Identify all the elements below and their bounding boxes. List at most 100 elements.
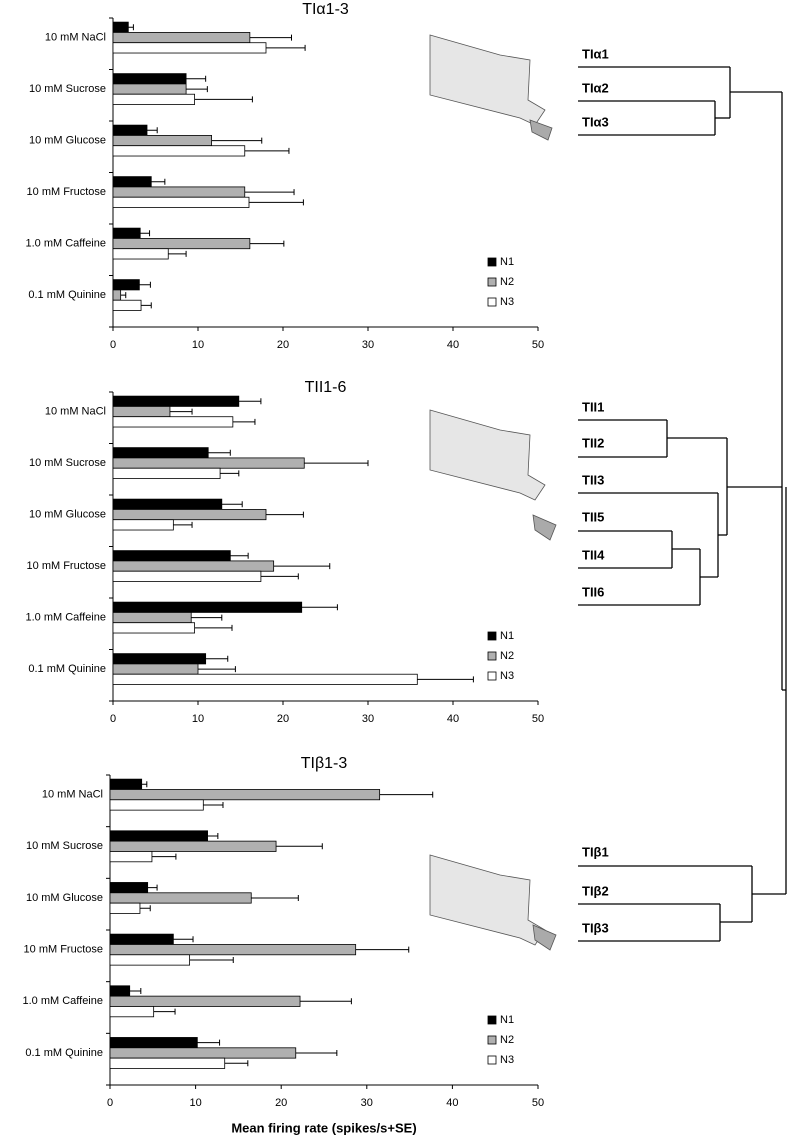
y-tick-label: 10 mM Fructose — [24, 944, 103, 956]
bar — [109, 799, 204, 811]
leaf-label: TIα1 — [582, 46, 609, 61]
legend-label: N2 — [500, 1034, 514, 1046]
bar — [109, 882, 149, 894]
leaf-label: TII6 — [582, 584, 604, 599]
error-bar — [221, 501, 243, 508]
chart-title: TII1-6 — [305, 379, 347, 396]
bar — [112, 73, 187, 85]
error-bar — [151, 853, 177, 860]
sensillum-drawing — [532, 514, 557, 541]
sensillum-drawing — [429, 409, 546, 501]
error-bar — [211, 137, 263, 144]
error-bar — [260, 573, 299, 580]
leaf-label: TIα2 — [582, 80, 609, 95]
bar — [112, 498, 223, 510]
y-tick-label: 1.0 mM Caffeine — [25, 237, 106, 249]
bar — [112, 570, 262, 582]
error-bar — [141, 781, 148, 788]
leaf-label: TII1 — [582, 399, 604, 414]
y-tick-label: 0.1 mM Quinine — [28, 289, 106, 301]
legend-label: N1 — [500, 256, 514, 268]
bar — [109, 995, 301, 1007]
x-tick-label: 0 — [107, 1097, 113, 1109]
sensillum-drawing — [529, 119, 553, 141]
bar — [112, 601, 303, 613]
error-bar — [295, 1049, 338, 1056]
y-tick-label: 10 mM Glucose — [29, 134, 106, 146]
sensillum-drawing — [429, 854, 546, 946]
x-tick-label: 0 — [110, 713, 116, 725]
bar — [109, 789, 381, 801]
bar — [112, 176, 152, 188]
chart-title: TIα1-3 — [302, 1, 349, 18]
y-tick-label: 1.0 mM Caffeine — [25, 611, 106, 623]
error-bar — [173, 521, 193, 528]
leaf-label: TIβ1 — [582, 844, 609, 859]
error-bar — [238, 398, 262, 405]
bar — [112, 135, 212, 147]
y-tick-label: 10 mM Sucrose — [29, 83, 106, 95]
bar — [112, 42, 267, 54]
bar — [112, 406, 171, 418]
error-bar — [220, 470, 240, 477]
y-tick-label: 0.1 mM Quinine — [28, 663, 106, 675]
legend-label: N3 — [500, 296, 514, 308]
leaf-label: TII5 — [582, 509, 604, 524]
bar — [112, 550, 231, 562]
leaf-label: TII3 — [582, 472, 604, 487]
leaf-label: TIβ3 — [582, 920, 609, 935]
bar — [112, 289, 122, 301]
error-bar — [129, 987, 142, 994]
bar — [109, 933, 174, 945]
x-tick-label: 30 — [362, 713, 374, 725]
sensillum-drawing — [532, 924, 557, 951]
error-bar — [151, 178, 166, 185]
legend-swatch — [487, 671, 497, 681]
x-tick-label: 20 — [277, 713, 289, 725]
error-bar — [139, 905, 151, 912]
error-bar — [304, 460, 369, 467]
x-tick-label: 10 — [192, 339, 204, 351]
error-bar — [139, 281, 151, 288]
legend-swatch — [487, 297, 497, 307]
error-bar — [173, 936, 194, 943]
dendrogram — [578, 66, 787, 942]
bar — [112, 227, 141, 239]
bar — [109, 778, 143, 790]
x-tick-label: 10 — [192, 713, 204, 725]
legend-label: N1 — [500, 1014, 514, 1026]
y-tick-label: 10 mM Sucrose — [29, 457, 106, 469]
bar — [112, 673, 418, 685]
bar — [112, 32, 251, 44]
bar — [112, 124, 148, 136]
error-bar — [355, 946, 410, 953]
x-tick-label: 50 — [532, 339, 544, 351]
bar — [109, 985, 131, 997]
bar — [112, 196, 250, 208]
legend-swatch — [487, 257, 497, 267]
bar — [112, 663, 199, 675]
error-bar — [251, 894, 299, 901]
bar — [112, 21, 129, 33]
x-axis-label: Mean firing rate (spikes/s+SE) — [231, 1120, 416, 1135]
error-bar — [203, 801, 224, 808]
y-tick-label: 10 mM Glucose — [26, 892, 103, 904]
bar — [109, 851, 153, 863]
x-tick-label: 0 — [110, 339, 116, 351]
legend-label: N1 — [500, 630, 514, 642]
error-bar — [208, 449, 231, 456]
error-bar — [194, 96, 253, 103]
x-tick-label: 10 — [189, 1097, 201, 1109]
bar — [112, 457, 305, 469]
error-bar — [249, 199, 304, 206]
leaf-label: TII2 — [582, 435, 604, 450]
bar — [112, 279, 140, 291]
error-bar — [266, 44, 306, 51]
error-bar — [191, 614, 223, 621]
legend-swatch — [487, 1055, 497, 1065]
bar — [109, 1057, 226, 1069]
error-bar — [249, 240, 285, 247]
error-bar — [205, 655, 229, 662]
error-bar — [186, 75, 207, 82]
error-bar — [249, 34, 292, 41]
